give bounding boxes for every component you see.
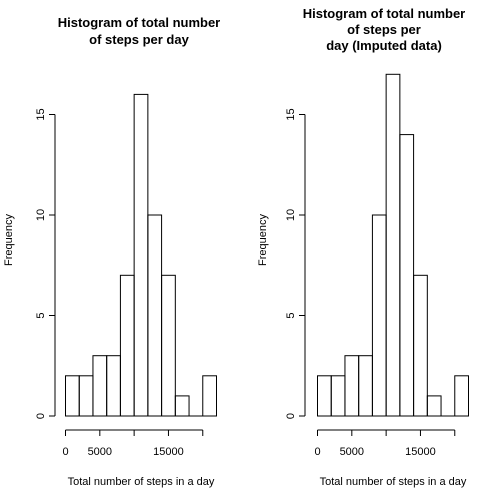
chart-title-line: Histogram of total number	[303, 6, 466, 21]
x-tick-label: 5000	[88, 446, 112, 458]
histogram-bar	[174, 395, 190, 417]
y-tick-label: 0	[35, 413, 47, 419]
histogram-bar	[399, 134, 415, 417]
histogram-bar	[147, 214, 163, 417]
y-tick-label: 10	[35, 209, 47, 221]
histogram-bar	[371, 214, 387, 417]
y-tick-label: 10	[285, 209, 297, 221]
histogram-bar	[330, 375, 346, 417]
histogram-bar	[119, 274, 135, 417]
y-tick-label: 5	[285, 312, 297, 318]
chart-title-line: day (Imputed data)	[326, 38, 442, 53]
histogram-bar	[317, 375, 332, 417]
histogram-bar	[358, 355, 373, 417]
y-tick-label: 0	[285, 413, 297, 419]
histogram-bar	[413, 274, 428, 417]
x-axis-label: Total number of steps in a day	[68, 476, 215, 488]
y-tick-label: 15	[35, 108, 47, 120]
y-axis-label: Frequency	[257, 214, 269, 266]
x-axis-label: Total number of steps in a day	[320, 476, 467, 488]
chart-title-line: of steps per day	[89, 32, 189, 47]
y-tick-label: 15	[285, 108, 297, 120]
histogram-bar	[133, 93, 149, 417]
x-tick-label: 0	[314, 446, 320, 458]
histogram-bar	[344, 355, 360, 417]
chart-title-line: Histogram of total number	[58, 15, 221, 30]
histogram-bar	[161, 274, 176, 417]
x-tick-label: 5000	[340, 446, 364, 458]
histogram-bar	[106, 355, 121, 417]
histogram-bar	[426, 395, 442, 417]
chart-title-line: of steps per	[347, 22, 421, 37]
histogram-bar	[385, 73, 401, 417]
x-tick-label: 15000	[153, 446, 184, 458]
x-tick-label: 15000	[405, 446, 436, 458]
y-tick-label: 5	[35, 312, 47, 318]
x-tick-label: 0	[62, 446, 68, 458]
histogram-bar	[65, 375, 80, 417]
histogram-bar	[454, 375, 470, 417]
histogram-bar	[78, 375, 94, 417]
histogram-bar	[92, 355, 108, 417]
histogram-bar	[202, 375, 217, 417]
y-axis-label: Frequency	[3, 214, 15, 266]
